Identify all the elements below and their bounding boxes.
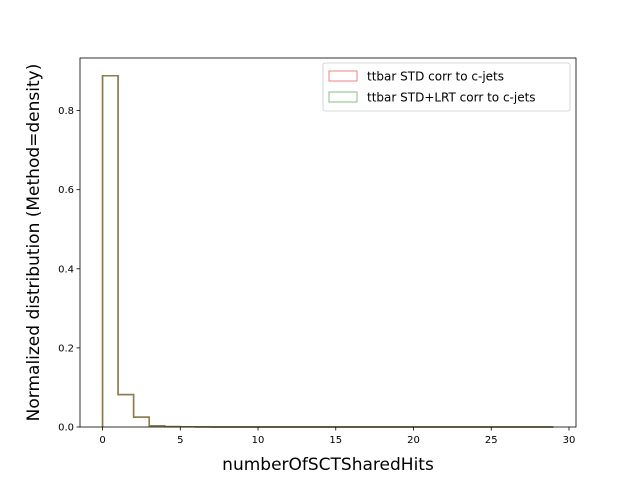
y-axis-ticks: 0.0 0.2 0.4 0.6 0.8 [58, 106, 80, 434]
y-tick-label: 0.8 [58, 106, 74, 117]
x-tick-label: 5 [177, 435, 183, 446]
legend-swatch [328, 91, 358, 103]
legend-swatch [328, 70, 358, 82]
x-axis-label: numberOfSCTSharedHits [222, 455, 434, 475]
plot-area [101, 75, 554, 428]
axes-frame [79, 57, 577, 428]
y-tick-label: 0.0 [58, 423, 74, 434]
legend-label: ttbar STD corr to c-jets [367, 70, 504, 84]
x-tick-label: 25 [485, 435, 498, 446]
x-tick-label: 30 [563, 435, 576, 446]
legend-label: ttbar STD+LRT corr to c-jets [367, 91, 536, 105]
legend-box [322, 62, 571, 112]
y-tick-label: 0.4 [58, 264, 74, 275]
x-tick-label: 10 [252, 435, 265, 446]
x-tick-label: 0 [99, 435, 105, 446]
y-tick-label: 0.2 [58, 343, 74, 354]
histogram-overlap [101, 75, 554, 428]
legend: ttbar STD corr to c-jets ttbar STD+LRT co… [322, 62, 571, 112]
histogram-series-2 [101, 75, 554, 428]
y-tick-label: 0.6 [58, 185, 74, 196]
histogram-series-1 [101, 75, 554, 428]
x-tick-label: 20 [407, 435, 420, 446]
y-axis-label: Normalized distribution (Method=density) [24, 64, 44, 422]
x-axis-ticks: 0 5 10 15 20 25 30 [99, 427, 575, 446]
x-tick-label: 15 [329, 435, 342, 446]
